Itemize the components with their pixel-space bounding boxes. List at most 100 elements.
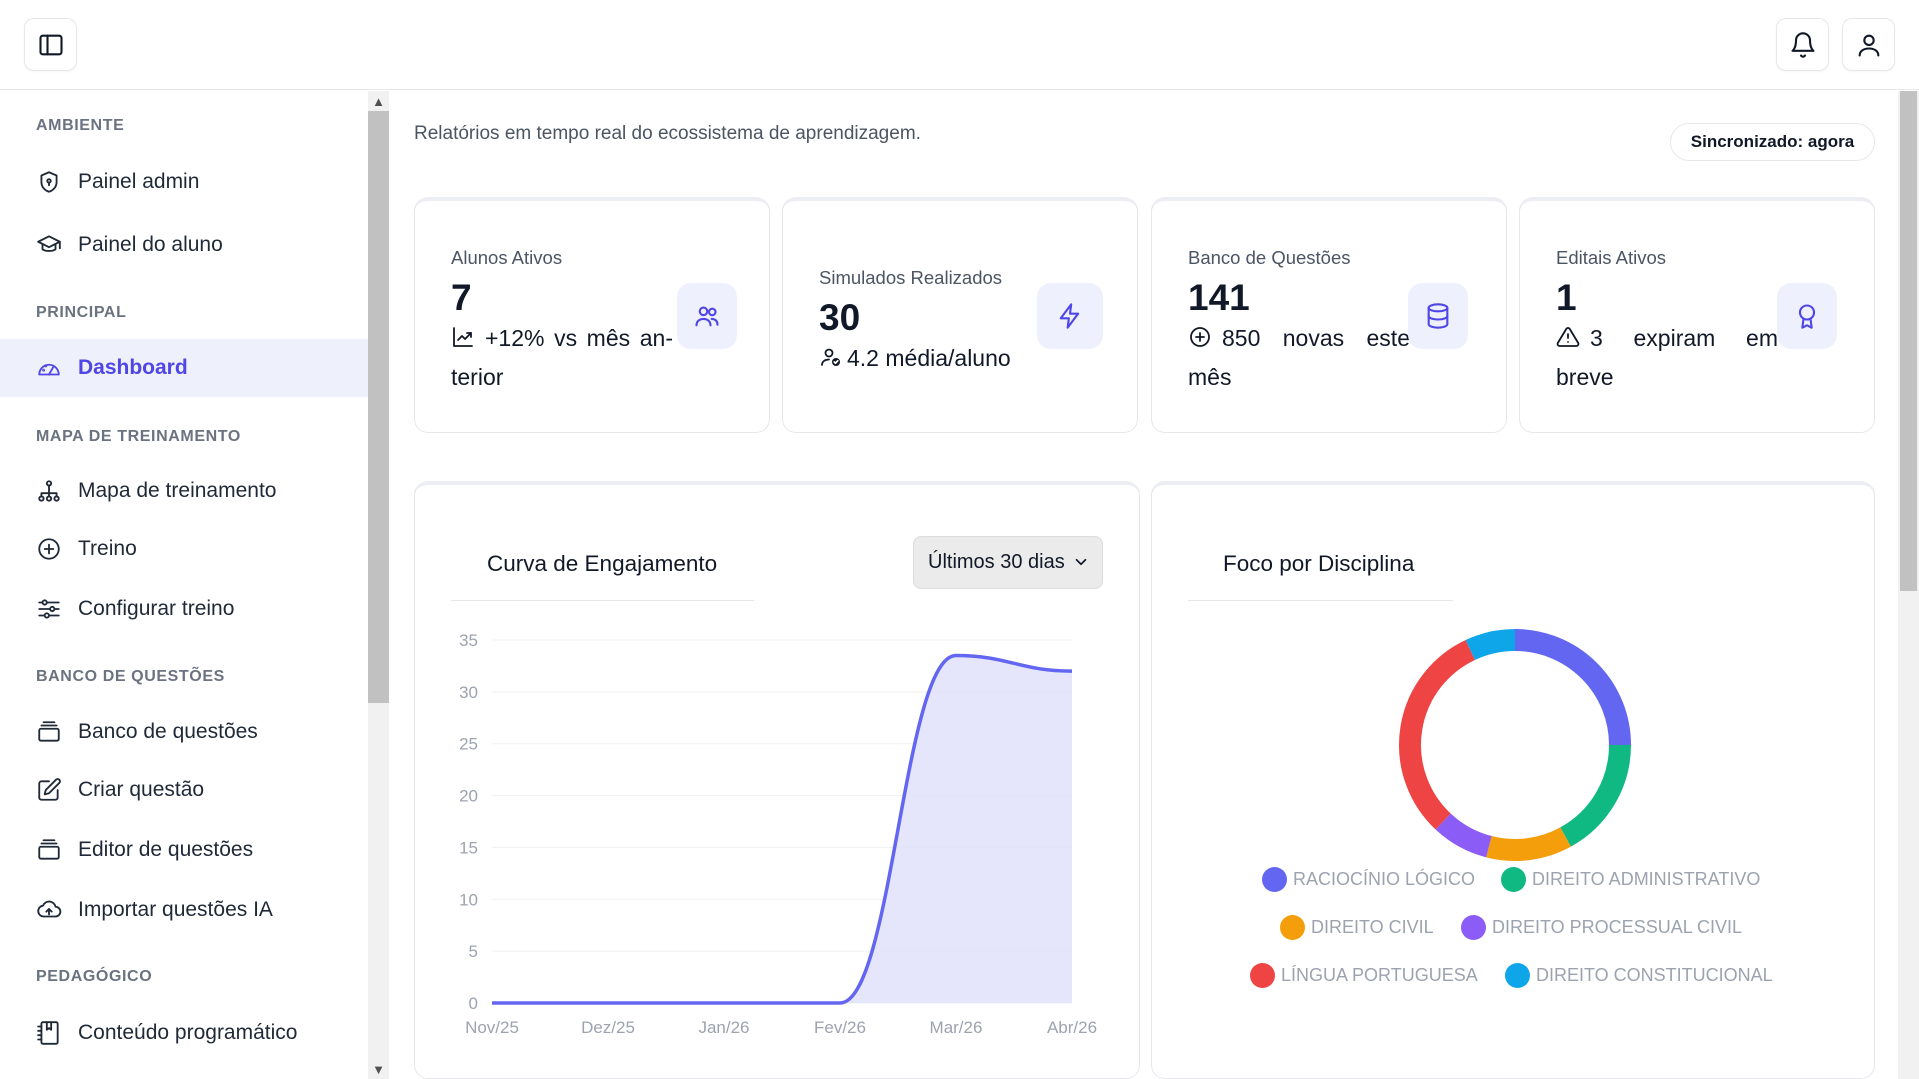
legend-label: LÍNGUA PORTUGUESA — [1281, 965, 1478, 985]
y-tick-label: 20 — [459, 787, 478, 806]
stat-sub-text: 3 expiram em breve — [1556, 325, 1778, 390]
range-select[interactable]: Últimos 30 dias — [913, 536, 1103, 589]
divider — [1188, 600, 1453, 601]
alert-triangle-icon — [1556, 322, 1580, 347]
sidebar-item-label: Criar questão — [78, 778, 205, 801]
page-scrollbar[interactable] — [1898, 91, 1919, 1079]
notifications-button[interactable] — [1776, 18, 1829, 71]
sidebar-item-label: Conteúdo programático — [78, 1021, 298, 1044]
page-scroll-thumb[interactable] — [1900, 91, 1917, 591]
stat-sub-text: +12% vs mês an-terior — [451, 325, 673, 390]
legend-swatch — [1280, 915, 1305, 940]
sync-status-badge: Sincronizado: agora — [1670, 123, 1875, 161]
legend-item[interactable]: DIREITO CONSTITUCIONAL — [1505, 963, 1773, 988]
gauge-icon — [36, 355, 62, 381]
sidebar-toggle-button[interactable] — [24, 18, 77, 71]
scroll-down-icon[interactable]: ▼ — [372, 1061, 385, 1077]
y-tick-label: 35 — [459, 631, 478, 650]
stat-card-editais: Editais Ativos 1 3 expiram em breve — [1519, 197, 1875, 433]
section-title-principal: PRINCIPAL — [36, 304, 127, 321]
range-select-value: Últimos 30 dias — [928, 551, 1065, 573]
sidebar-item-banco-questoes[interactable]: Banco de questões — [0, 703, 368, 761]
cloud-upload-icon — [36, 897, 62, 923]
sidebar-item-mapa-treinamento[interactable]: Mapa de treinamento — [0, 462, 368, 520]
section-title-mapa: MAPA DE TREINAMENTO — [36, 428, 241, 445]
sidebar-item-label: Painel do aluno — [78, 233, 223, 256]
stat-card-alunos-ativos: Alunos Ativos 7 +12% vs mês an-terior — [414, 197, 770, 433]
graduation-cap-icon — [36, 232, 62, 258]
section-title-banco: BANCO DE QUESTÕES — [36, 668, 225, 685]
sidebar-item-treino[interactable]: Treino — [0, 520, 368, 578]
sliders-icon — [36, 596, 62, 622]
donut-slice — [1399, 640, 1476, 830]
sidebar-item-label: Banco de questões — [78, 720, 258, 743]
engagement-chart: 0 5 10 15 20 25 30 35 Nov/25 Dez/25 Jan/26 Fev/26 Ma… — [459, 631, 1097, 1037]
sidebar-scrollbar[interactable]: ▲ ▼ — [368, 91, 389, 1079]
section-title-ambiente: AMBIENTE — [36, 117, 125, 134]
sidebar-item-painel-aluno[interactable]: Painel do aluno — [0, 216, 368, 274]
stat-label: Banco de Questões — [1188, 247, 1351, 268]
legend-item[interactable]: DIREITO CIVIL — [1280, 915, 1434, 940]
sidebar-scroll-thumb[interactable] — [368, 111, 389, 703]
legend-swatch — [1501, 867, 1526, 892]
sidebar: AMBIENTE Painel admin Painel do aluno PR… — [0, 91, 368, 1079]
page-subtitle: Relatórios em tempo real do ecossistema … — [414, 123, 921, 144]
stat-card-banco-questoes: Banco de Questões 141 850 novas este mês — [1151, 197, 1507, 433]
y-tick-label: 30 — [459, 683, 478, 702]
sidebar-item-editor-questoes[interactable]: Editor de questões — [0, 821, 368, 879]
stat-icon-box — [677, 283, 737, 349]
sidebar-item-label: Dashboard — [78, 356, 188, 379]
legend-item[interactable]: RACIOCÍNIO LÓGICO — [1262, 867, 1475, 892]
plus-circle-icon — [1188, 322, 1212, 347]
stat-value: 7 — [451, 277, 472, 318]
legend-label: DIREITO CONSTITUCIONAL — [1536, 965, 1773, 985]
network-icon — [36, 478, 62, 504]
profile-button[interactable] — [1842, 18, 1895, 71]
stat-label: Editais Ativos — [1556, 247, 1667, 268]
stat-value: 1 — [1556, 277, 1577, 318]
sidebar-item-configurar-treino[interactable]: Configurar treino — [0, 580, 368, 638]
notebook-icon — [36, 1020, 62, 1046]
legend-swatch — [1250, 963, 1275, 988]
sidebar-item-label: Configurar treino — [78, 597, 235, 620]
legend-item[interactable]: DIREITO PROCESSUAL CIVIL — [1461, 915, 1742, 940]
legend-item[interactable]: LÍNGUA PORTUGUESA — [1250, 963, 1478, 988]
stat-sub-text: 4.2 média/aluno — [847, 345, 1011, 371]
trending-up-icon — [451, 322, 475, 347]
stack-icon — [36, 837, 62, 863]
donut-slice — [1465, 629, 1516, 661]
legend-item[interactable]: DIREITO ADMINISTRATIVO — [1501, 867, 1760, 892]
stat-label: Simulados Realizados — [819, 267, 1003, 288]
sidebar-item-painel-admin[interactable]: Painel admin — [0, 153, 368, 211]
sidebar-item-label: Treino — [78, 537, 137, 560]
x-tick-label: Abr/26 — [1047, 1018, 1097, 1037]
stat-icon-box — [1408, 283, 1468, 349]
donut-slice — [1560, 744, 1631, 847]
stat-value: 141 — [1188, 277, 1250, 318]
stat-sub: 3 expiram em breve — [1556, 319, 1778, 397]
zap-icon — [1056, 302, 1084, 330]
database-icon — [1424, 302, 1452, 330]
legend-label: DIREITO ADMINISTRATIVO — [1532, 869, 1761, 889]
legend-swatch — [1262, 867, 1287, 892]
sidebar-item-dashboard[interactable]: Dashboard — [0, 339, 368, 397]
y-tick-label: 15 — [459, 838, 478, 857]
sidebar-item-importar-questoes-ia[interactable]: Importar questões IA — [0, 881, 368, 939]
divider — [451, 600, 754, 601]
donut-slice — [1486, 827, 1571, 861]
y-tick-label: 5 — [469, 942, 478, 961]
sidebar-item-conteudo-programatico[interactable]: Conteúdo programático — [0, 1004, 368, 1062]
panel-left-icon — [37, 31, 65, 59]
stat-icon-box — [1037, 283, 1103, 349]
sidebar-item-criar-questao[interactable]: Criar questão — [0, 761, 368, 819]
sidebar-item-label: Editor de questões — [78, 838, 254, 861]
user-icon — [1855, 31, 1883, 59]
users-icon — [693, 302, 721, 330]
stat-sub-text: 850 novas este mês — [1188, 325, 1410, 390]
stat-sub: +12% vs mês an-terior — [451, 319, 673, 397]
stat-card-simulados: Simulados Realizados 30 4.2 média/aluno — [782, 197, 1138, 433]
stat-sub: 850 novas este mês — [1188, 319, 1410, 397]
scroll-up-icon[interactable]: ▲ — [372, 93, 385, 109]
stat-label: Alunos Ativos — [451, 247, 563, 268]
sidebar-item-label: Importar questões IA — [78, 898, 273, 921]
